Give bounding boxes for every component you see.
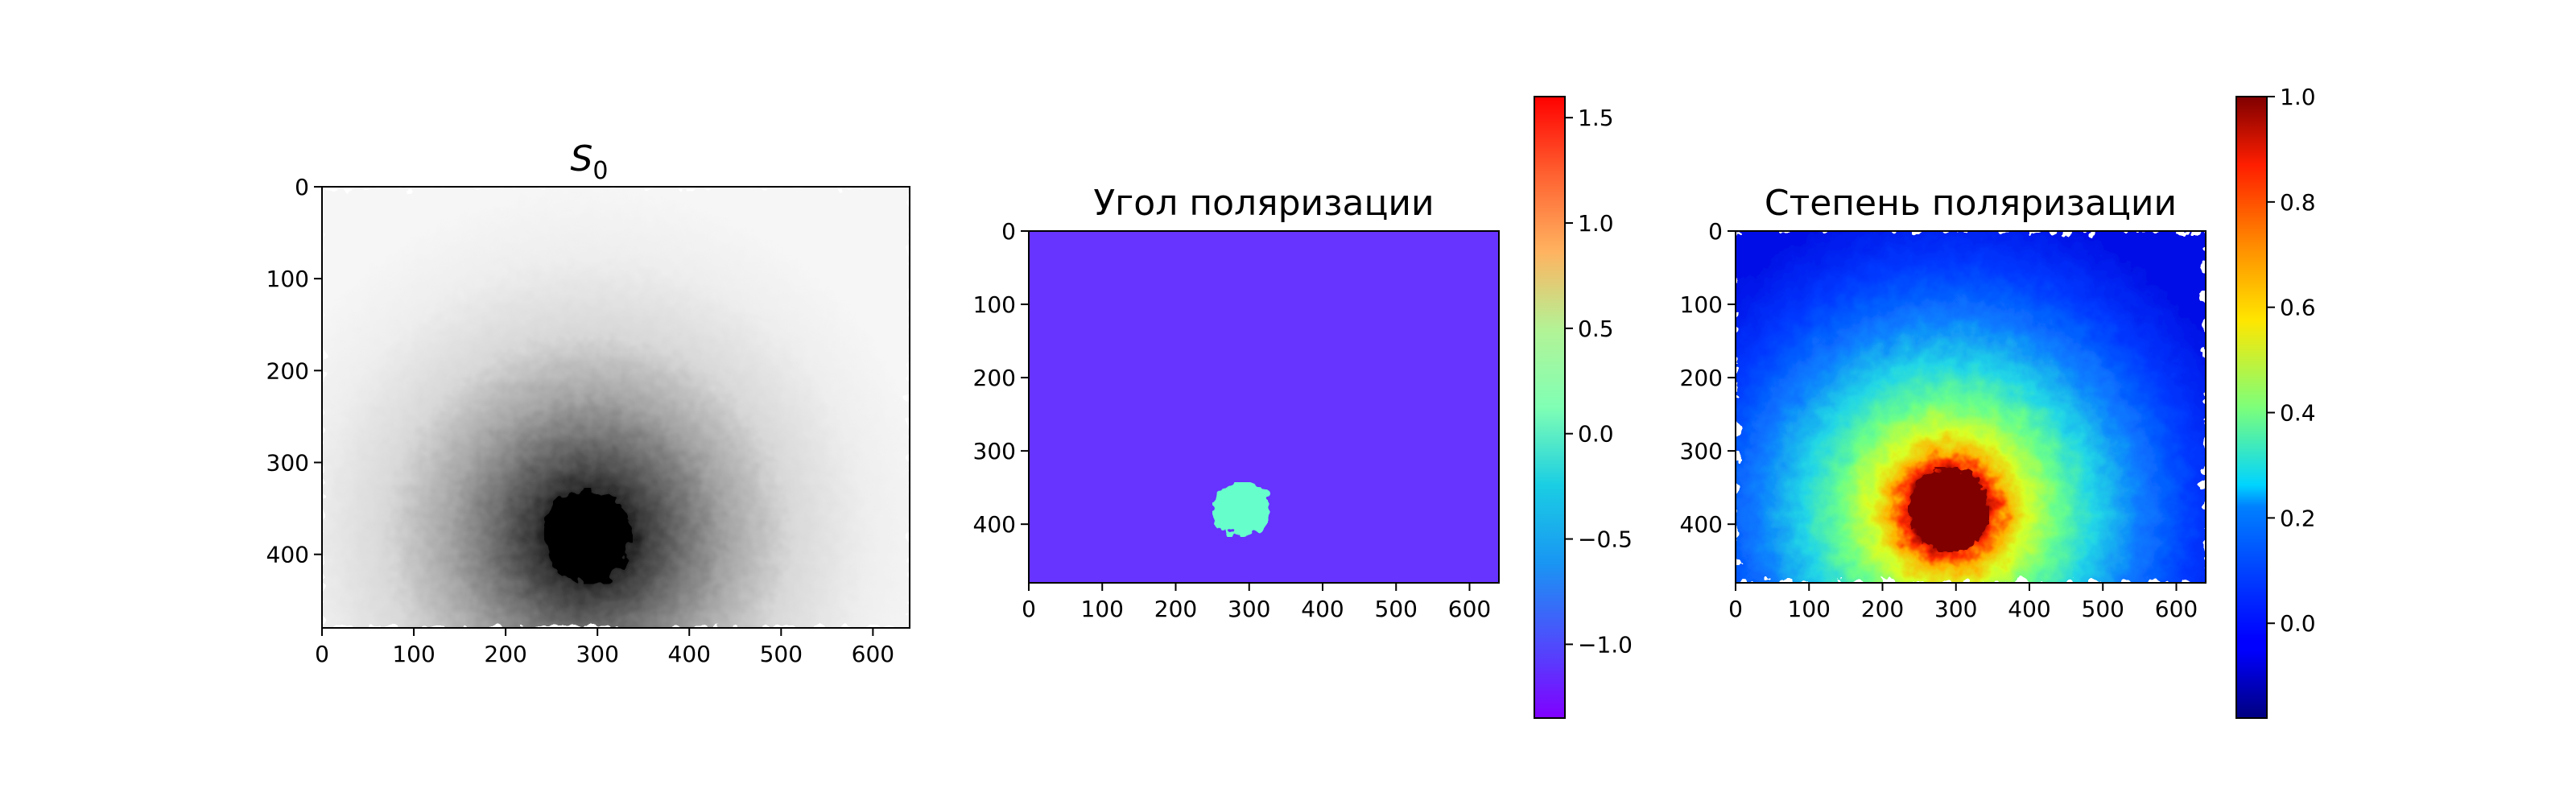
degree-colorbar: 1.0 0.8 0.6 0.4 0.2 0.0 — [2235, 84, 2316, 719]
degree-y-axis: 0 100 200 300 400 — [1680, 218, 1736, 538]
colorbar-tick-label: 1.0 — [2280, 84, 2316, 110]
y-tick-label: 400 — [266, 542, 309, 568]
x-tick-label: 300 — [576, 641, 618, 667]
y-tick-label: 200 — [973, 365, 1016, 391]
y-tick-label: 200 — [1680, 365, 1723, 391]
panel-s0-title-main: S — [570, 138, 592, 180]
degree-colorbar-ticks: 1.0 0.8 0.6 0.4 0.2 0.0 — [2267, 84, 2316, 637]
y-tick-label: 300 — [973, 438, 1016, 464]
s0-x-axis: 0 100 200 300 400 500 600 — [315, 628, 894, 667]
degree-image — [1736, 231, 2206, 583]
s0-y-axis: 0 100 200 300 400 — [266, 174, 322, 568]
colorbar-tick-label: 0.5 — [1578, 316, 1614, 342]
s0-axes-frame — [321, 186, 910, 629]
degree-x-axis: 0 100 200 300 400 500 600 — [1728, 583, 2198, 622]
colorbar-tick-label: 1.0 — [1578, 210, 1614, 237]
y-tick-label: 0 — [1708, 218, 1723, 245]
y-tick-label: 100 — [266, 266, 309, 292]
x-tick-label: 0 — [1022, 596, 1036, 622]
y-tick-label: 100 — [1680, 291, 1723, 318]
x-tick-label: 500 — [1375, 596, 1418, 622]
x-tick-label: 200 — [484, 641, 526, 667]
angle-background-field — [1029, 231, 1499, 583]
panel-s0-title: S0 — [570, 138, 608, 185]
x-tick-label: 600 — [2155, 596, 2198, 622]
x-tick-label: 600 — [1448, 596, 1491, 622]
angle-axes-frame — [1028, 230, 1500, 584]
panel-degree: Степень поляризации 0 100 200 300 400 500 600 … — [1680, 84, 2316, 719]
angle-colorbar: 1.5 1.0 0.5 0.0 −0.5 −1.0 — [1534, 96, 1633, 719]
y-tick-label: 300 — [1680, 438, 1723, 464]
angle-y-axis: 0 100 200 300 400 — [973, 218, 1029, 538]
angle-blob — [1212, 482, 1272, 537]
panel-degree-title: Степень поляризации — [1765, 183, 2177, 224]
x-tick-label: 100 — [1788, 596, 1831, 622]
x-tick-label: 400 — [668, 641, 711, 667]
angle-colorbar-ticks: 1.5 1.0 0.5 0.0 −0.5 −1.0 — [1565, 105, 1633, 658]
colorbar-tick-label: 0.8 — [2280, 189, 2316, 216]
x-tick-label: 100 — [1081, 596, 1124, 622]
x-tick-label: 0 — [315, 641, 329, 667]
x-tick-label: 400 — [1301, 596, 1344, 622]
colorbar-tick-label: 0.6 — [2280, 295, 2316, 321]
x-tick-label: 0 — [1728, 596, 1743, 622]
y-tick-label: 0 — [295, 174, 309, 200]
panel-s0-title-subscript: 0 — [592, 157, 608, 185]
degree-colorbar-frame — [2235, 96, 2268, 719]
x-tick-label: 500 — [2082, 596, 2124, 622]
x-tick-label: 300 — [1934, 596, 1977, 622]
colorbar-tick-label: −0.5 — [1578, 526, 1633, 553]
colorbar-tick-label: 0.0 — [2280, 610, 2316, 637]
angle-colorbar-fill — [1534, 97, 1565, 718]
x-tick-label: 400 — [2008, 596, 2050, 622]
y-tick-label: 400 — [1680, 511, 1723, 538]
angle-image — [1029, 231, 1499, 583]
degree-axes-frame — [1735, 230, 2207, 584]
y-tick-label: 200 — [266, 357, 309, 384]
colorbar-tick-label: 0.2 — [2280, 505, 2316, 531]
degree-peak — [1908, 467, 1989, 552]
x-tick-label: 600 — [852, 641, 894, 667]
colorbar-tick-label: 0.4 — [2280, 400, 2316, 427]
panel-angle-title: Угол поляризации — [1093, 183, 1434, 224]
s0-image — [322, 187, 910, 628]
x-tick-label: 200 — [1154, 596, 1197, 622]
x-tick-label: 200 — [1861, 596, 1904, 622]
y-tick-label: 100 — [973, 291, 1016, 318]
degree-colorbar-fill — [2236, 97, 2267, 718]
angle-x-axis: 0 100 200 300 400 500 600 — [1022, 583, 1491, 622]
x-tick-label: 300 — [1228, 596, 1270, 622]
panel-angle: Угол поляризации 0 100 200 300 400 500 600 0 10… — [973, 96, 1633, 719]
y-tick-label: 0 — [1001, 218, 1016, 245]
y-tick-label: 300 — [266, 450, 309, 477]
x-tick-label: 500 — [760, 641, 803, 667]
colorbar-tick-label: 0.0 — [1578, 421, 1614, 448]
colorbar-tick-label: −1.0 — [1578, 631, 1633, 658]
y-tick-label: 400 — [973, 511, 1016, 538]
angle-colorbar-frame — [1534, 96, 1566, 719]
x-tick-label: 100 — [392, 641, 435, 667]
s0-dark-spot — [544, 488, 633, 584]
colorbar-tick-label: 1.5 — [1578, 105, 1614, 131]
